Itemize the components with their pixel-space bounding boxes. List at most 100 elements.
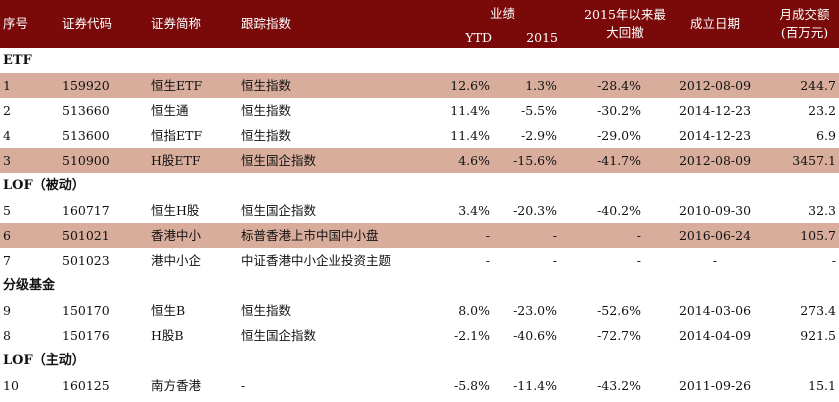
table-cell: -40.2%	[597, 203, 641, 218]
table-cell: 1.3%	[525, 78, 557, 93]
table-cell: -52.6%	[597, 303, 641, 318]
table-cell: 160125	[62, 378, 110, 393]
table-cell: -15.6%	[513, 153, 557, 168]
table-row: 8 150176 H股B 恒生国企指数 -2.1% -40.6% -72.7% 2014-04…	[0, 323, 839, 348]
table-cell: 港中小企	[151, 253, 202, 268]
section-row: 分级基金	[0, 273, 839, 298]
table-cell: 15.1	[808, 378, 836, 393]
table-row: 4 513600 恒指ETF 恒生指数 11.4% -2.9% -29.0% 2014-12-…	[0, 123, 839, 148]
header-cell: YTD	[465, 30, 492, 45]
table-cell: 11.4%	[450, 103, 490, 118]
section-title: 分级基金	[3, 278, 56, 293]
header-cell: 业绩	[489, 6, 515, 21]
table-cell: -	[712, 253, 718, 268]
table-cell: 150170	[62, 303, 110, 318]
table-cell: -23.0%	[513, 303, 557, 318]
section-title: LOF（被动）	[3, 178, 85, 193]
table-cell: 160717	[62, 203, 110, 218]
table-cell: 3457.1	[792, 153, 836, 168]
table-cell: 2014-03-06	[678, 303, 752, 318]
header-cell: 序号	[3, 16, 29, 31]
table-cell: 5	[3, 203, 11, 218]
table-cell: 501023	[62, 253, 110, 268]
table-cell: 恒生通	[151, 103, 189, 118]
table-cell: -	[485, 228, 490, 243]
table-cell: 恒生国企指数	[241, 328, 317, 343]
table-cell: 2014-12-23	[678, 103, 752, 118]
table-cell: 2	[3, 103, 11, 118]
table-row: 1 159920 恒生ETF 恒生指数 12.6% 1.3% -28.4% 2012-08-0…	[0, 73, 839, 98]
table-cell: 1	[3, 78, 11, 93]
table-cell: 香港中小	[151, 228, 202, 243]
table-cell: -	[552, 228, 557, 243]
section-row: LOF（被动）	[0, 173, 839, 198]
table-cell: 10	[3, 378, 19, 393]
table-cell: 恒生指数	[241, 128, 292, 143]
table-cell: -29.0%	[597, 128, 641, 143]
table-cell: 恒生ETF	[151, 78, 203, 93]
table-cell: 中证香港中小企业投资主题	[241, 253, 392, 268]
table-cell: 159920	[62, 78, 110, 93]
table-cell: -5.5%	[521, 103, 557, 118]
header-cell: 2015年以来最	[584, 7, 666, 22]
table-cell: 3	[3, 153, 11, 168]
table-cell: H股B	[151, 328, 184, 343]
table-cell: -	[552, 253, 557, 268]
table-cell: -40.6%	[513, 328, 557, 343]
table-cell: 恒生指数	[241, 78, 292, 93]
table-cell: 4.6%	[458, 153, 490, 168]
table-cell: -5.8%	[454, 378, 490, 393]
section-row: ETF	[0, 48, 839, 73]
table-row: 2 513660 恒生通 恒生指数 11.4% -5.5% -30.2% 2014-12-23…	[0, 98, 839, 123]
section-row: LOF（主动）	[0, 348, 839, 373]
table-cell: 513600	[62, 128, 110, 143]
table-cell: -43.2%	[597, 378, 641, 393]
table-cell: -	[636, 228, 641, 243]
table-row: 9 150170 恒生B 恒生指数 8.0% -23.0% -52.6% 2014-03-06…	[0, 298, 839, 323]
table-cell: 南方香港	[151, 378, 202, 393]
table-cell: -	[485, 253, 490, 268]
table-cell: 510900	[62, 153, 110, 168]
table-cell: 6.9	[816, 128, 836, 143]
table-cell: 273.4	[800, 303, 836, 318]
table-cell: 513660	[62, 103, 110, 118]
table-row: 3 510900 H股ETF 恒生国企指数 4.6% -15.6% -41.7% 2012-0…	[0, 148, 839, 173]
table-cell: 12.6%	[450, 78, 490, 93]
table-cell: 2012-08-09	[678, 78, 752, 93]
header-cell: 大回撤	[606, 25, 644, 40]
table-cell: -2.9%	[521, 128, 557, 143]
table-cell: 150176	[62, 328, 110, 343]
table-cell: 2010-09-30	[678, 203, 752, 218]
table-cell: -	[831, 253, 836, 268]
table-cell: 恒生国企指数	[241, 203, 317, 218]
table-cell: -	[636, 253, 641, 268]
header-cell: 2015	[526, 30, 558, 45]
table-cell: -41.7%	[597, 153, 641, 168]
table-cell: 2016-06-24	[678, 228, 752, 243]
table-row: 10 160125 南方香港 - -5.8% -11.4% -43.2% 2011-09-26…	[0, 373, 839, 398]
table-row: 7 501023 港中小企 中证香港中小企业投资主题 - - - - -	[0, 248, 839, 273]
table-cell: 3.4%	[458, 203, 490, 218]
table-cell: -	[241, 378, 246, 393]
table-cell: 921.5	[800, 328, 836, 343]
table-cell: 恒生B	[151, 303, 186, 318]
header: 序号 证券代码 证券简称 跟踪指数 业绩 YTD 2015 2015年以来最 大…	[0, 0, 839, 48]
table-row: 5 160717 恒生H股 恒生国企指数 3.4% -20.3% -40.2% 2010-09…	[0, 198, 839, 223]
table-cell: 9	[3, 303, 11, 318]
table-cell: 恒指ETF	[151, 128, 203, 143]
table-cell: 32.3	[808, 203, 836, 218]
table-cell: 恒生H股	[151, 203, 200, 218]
table-cell: H股ETF	[151, 153, 201, 168]
table-cell: 8	[3, 328, 11, 343]
table-cell: -72.7%	[597, 328, 641, 343]
table-cell: 23.2	[808, 103, 836, 118]
table-cell: 6	[3, 228, 11, 243]
table-row: 6 501021 香港中小 标普香港上市中国中小盘 - - - 2016-06-24 105.7	[0, 223, 839, 248]
table-cell: 恒生指数	[241, 303, 292, 318]
header-cell: 跟踪指数	[241, 16, 292, 31]
section-title: ETF	[3, 53, 32, 68]
table-cell: 105.7	[800, 228, 836, 243]
table-cell: 2012-08-09	[678, 153, 752, 168]
table-cell: 2014-12-23	[678, 128, 752, 143]
